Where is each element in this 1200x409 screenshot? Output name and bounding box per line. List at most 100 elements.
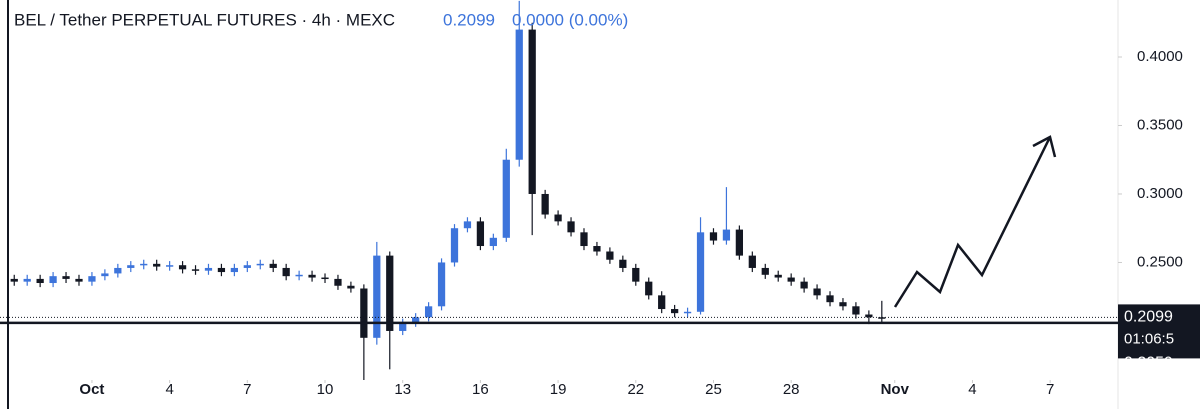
candle-body: [334, 278, 342, 286]
x-tick-label: 28: [783, 381, 800, 398]
y-tick-label: 0.3500: [1137, 116, 1183, 133]
symbol-title: BEL / Tether PERPETUAL FUTURES · 4h · ME…: [14, 10, 395, 29]
candle-body: [437, 262, 446, 307]
x-tick-label: 7: [1046, 381, 1054, 398]
x-tick-label: 4: [968, 381, 976, 398]
x-tick-label: 7: [243, 381, 251, 398]
candle-body: [62, 276, 70, 279]
candle-body: [567, 221, 575, 233]
x-tick-label: Nov: [881, 381, 910, 398]
x-tick-label: 13: [394, 381, 411, 398]
candle-body: [761, 267, 769, 275]
candle-body: [373, 255, 381, 338]
candle-body: [502, 159, 510, 238]
candle-body: [554, 214, 562, 222]
countdown-label: 01:06:5: [1124, 330, 1174, 347]
candle-body: [166, 265, 174, 267]
candle-body: [23, 278, 31, 282]
candle-body: [308, 274, 316, 278]
candle-body: [424, 306, 433, 318]
candle-body: [114, 267, 122, 274]
x-tick-label: 25: [705, 381, 722, 398]
x-tick-label: Oct: [79, 381, 104, 398]
candle-body: [321, 277, 329, 280]
candle-body: [839, 302, 847, 307]
candle-body: [282, 267, 290, 277]
candle-body: [645, 281, 653, 296]
candle-body: [709, 232, 718, 241]
candle-body: [865, 314, 873, 318]
y-tick-label: 0.2500: [1137, 253, 1183, 270]
header-change: 0.0000 (0.00%): [512, 10, 628, 29]
candle-body: [683, 311, 692, 314]
candle-body: [10, 278, 18, 282]
candle-body: [541, 193, 549, 215]
candle-body: [49, 276, 57, 284]
candle-body: [593, 246, 601, 252]
candle-body: [412, 317, 420, 323]
candle-body: [671, 309, 679, 314]
header: BEL / Tether PERPETUAL FUTURES · 4h · ME…: [14, 10, 628, 29]
candle-body: [619, 259, 627, 268]
candle-body: [217, 267, 226, 273]
y-tick-label: 0.3000: [1137, 185, 1183, 202]
candle-body: [256, 263, 264, 266]
candle-body: [463, 221, 472, 229]
axes: 0.2500 0.3000 0.3500 0.4000 Oct 4 7 10 13 16 19 22 2…: [79, 48, 1200, 398]
arrow-head: [1032, 135, 1057, 158]
arrow-path: [893, 136, 1052, 308]
candle-body: [800, 281, 808, 289]
candle-body: [230, 267, 238, 273]
candle-body: [606, 251, 614, 260]
candle-body: [580, 232, 588, 247]
candle-body: [787, 277, 795, 282]
x-tick-label: 16: [472, 381, 489, 398]
candle-body: [399, 322, 407, 331]
candle-body: [269, 263, 277, 268]
y-tick-label: 0.4000: [1137, 48, 1183, 65]
candle-body: [722, 229, 731, 241]
last-price-box: [1118, 304, 1200, 359]
candle-body: [295, 274, 303, 277]
candle-body: [88, 276, 96, 282]
x-tick-label: 19: [550, 381, 567, 398]
candle-body: [489, 237, 497, 247]
candle-body: [386, 255, 394, 331]
x-tick-label: 22: [627, 381, 644, 398]
candle-body: [450, 228, 459, 263]
header-price: 0.2099: [443, 10, 495, 29]
drawn-arrow: [893, 135, 1057, 308]
candle-body: [658, 295, 666, 310]
candle-body: [696, 232, 705, 312]
candle-body: [101, 273, 109, 277]
candle-body: [36, 278, 44, 284]
candle-body: [191, 269, 200, 271]
candle-body: [632, 267, 640, 282]
candle-body: [515, 29, 523, 160]
candle-body: [476, 221, 485, 247]
candle-body: [774, 274, 782, 278]
candle-body: [243, 265, 251, 268]
last-price-label: 0.2099: [1124, 309, 1173, 326]
candle-body: [360, 288, 368, 338]
plot-area: [0, 0, 1118, 380]
candle-body: [178, 265, 187, 270]
candle-body: [813, 288, 821, 296]
level-label: 0.2059: [1124, 355, 1173, 372]
x-tick-label: 10: [317, 381, 334, 398]
candle-body: [204, 267, 213, 271]
candle-body: [75, 278, 83, 282]
candle-body: [127, 265, 135, 268]
candle-body: [852, 306, 860, 315]
candle-body: [153, 263, 161, 267]
candle-body: [748, 255, 756, 268]
candle-body: [140, 263, 148, 266]
candle-body: [528, 29, 536, 194]
x-tick-label: 4: [165, 381, 173, 398]
candle-body: [347, 285, 355, 289]
candle-body: [826, 295, 834, 303]
candle-body: [735, 229, 744, 256]
candle-body: [878, 317, 886, 319]
